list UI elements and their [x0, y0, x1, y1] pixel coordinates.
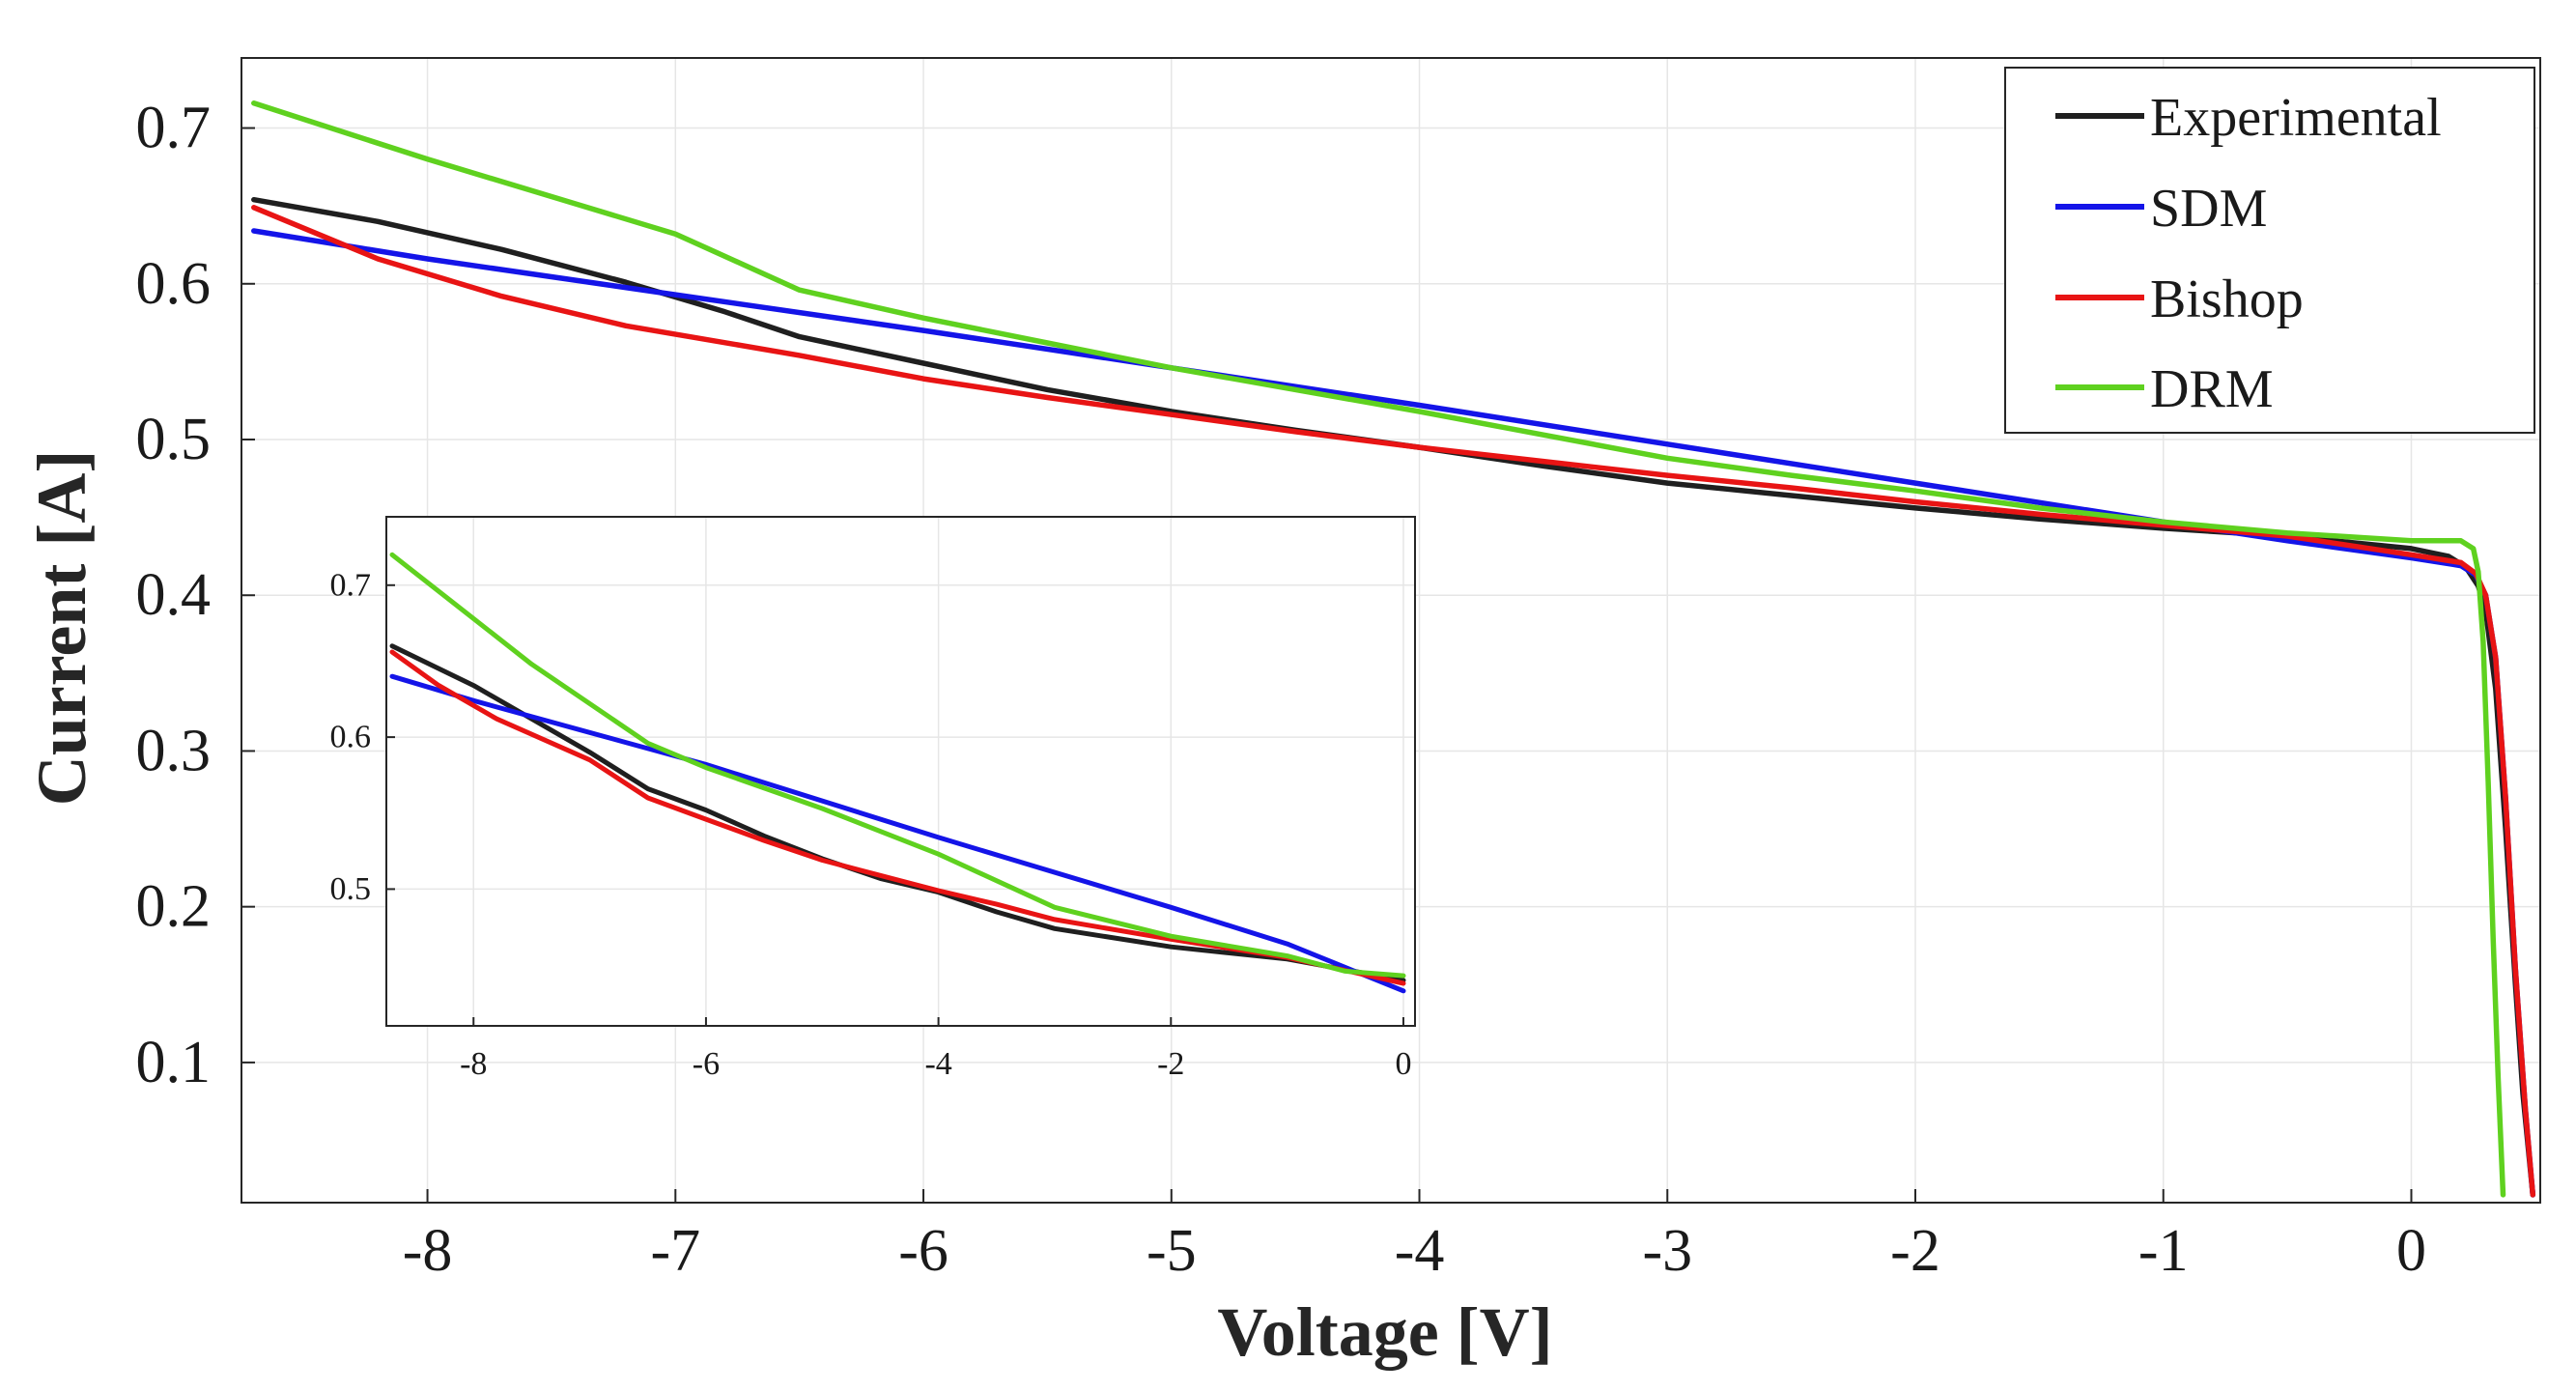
inset-series [389, 552, 1406, 994]
legend-label-experimental: Experimental [2150, 88, 2442, 148]
legend-item-bishop: Bishop [2055, 270, 2304, 329]
main-ticks [241, 127, 2413, 1203]
main-y-tick-label: 0.2 [136, 874, 212, 940]
x-axis-title: Voltage [V] [1217, 1293, 1552, 1371]
main-x-tick-label: -1 [2138, 1218, 2189, 1284]
main-series-line-drm [251, 100, 2506, 1198]
inset-x-tick-label: -8 [460, 1046, 487, 1082]
main-y-tick-label: 0.4 [136, 562, 212, 628]
legend-item-experimental: Experimental [2055, 88, 2442, 148]
legend-label-drm: DRM [2150, 359, 2274, 419]
main-y-tick-label: 0.7 [136, 96, 212, 161]
main-series-line-experimental [251, 196, 2536, 1198]
main-x-tick-label: -5 [1146, 1218, 1197, 1284]
main-x-tick-label: -4 [1395, 1218, 1445, 1284]
inset-y-tick-label: 0.7 [330, 567, 372, 603]
inset-series-line-bishop [389, 649, 1406, 986]
legend-label-bishop: Bishop [2150, 270, 2304, 329]
legend-item-sdm: SDM [2055, 179, 2267, 239]
main-y-tick-label: 0.6 [136, 251, 212, 317]
main-series-line-bishop [251, 205, 2536, 1198]
legend-item-drm: DRM [2055, 359, 2274, 419]
main-x-tick-label: -7 [650, 1218, 700, 1284]
legend-box [2004, 67, 2535, 434]
inset-y-tick-label: 0.5 [330, 871, 372, 907]
main-y-tick-label: 0.3 [136, 718, 212, 783]
main-y-tick-label: 0.1 [136, 1030, 212, 1095]
inset-tick-labels: -8 -6 -4 -2 0 0.5 0.6 0.7 [330, 567, 1412, 1082]
main-x-tick-label: -6 [898, 1218, 948, 1284]
inset-x-tick-label: -4 [924, 1046, 951, 1082]
inset-y-tick-label: 0.6 [330, 720, 372, 755]
inset-x-tick-label: -6 [693, 1046, 720, 1082]
inset-x-tick-label: -2 [1157, 1046, 1184, 1082]
main-x-tick-label: -8 [403, 1218, 453, 1284]
main-x-tick-label: 0 [2396, 1218, 2426, 1284]
legend-label-sdm: SDM [2150, 179, 2267, 239]
y-axis-title: Current [A] [23, 450, 100, 807]
legend: Experimental SDM Bishop DRM [2004, 67, 2535, 434]
main-axes-frame [241, 57, 2541, 1204]
main-tick-labels: -8 -7 -6 -5 -4 -3 -2 -1 0 0.1 0.2 0.3 0.4 0.5 0.6 0.7 [136, 96, 2426, 1284]
inset-series-line-drm [389, 552, 1406, 979]
main-x-tick-label: -2 [1890, 1218, 1940, 1284]
inset-series-line-sdm [389, 673, 1406, 994]
inset-axes-frame [385, 516, 1416, 1027]
main-series [251, 100, 2536, 1198]
inset-ticks [386, 583, 1404, 1026]
inset-plot-area [386, 517, 1415, 1026]
main-y-tick-label: 0.5 [136, 407, 212, 472]
main-x-tick-label: -3 [1642, 1218, 1692, 1284]
inset-x-tick-label: 0 [1395, 1046, 1411, 1082]
inset-axes: -8 -6 -4 -2 0 0.5 0.6 0.7 [330, 516, 1416, 1082]
